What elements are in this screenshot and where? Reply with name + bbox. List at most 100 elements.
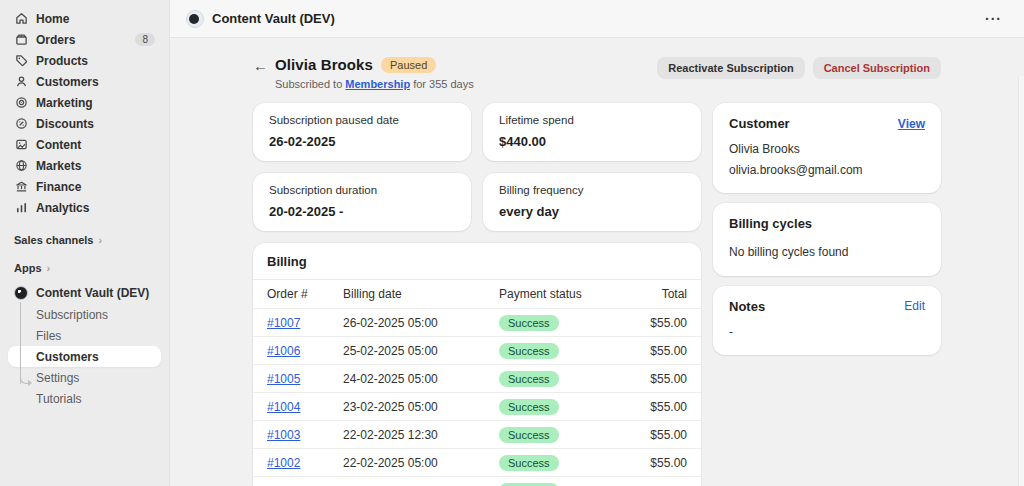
back-button[interactable]: ← <box>253 57 275 74</box>
order-total-cell: $55.00 <box>613 372 687 386</box>
right-column: Customer View Olivia Brooks olivia.brook… <box>713 103 941 486</box>
table-row: #1007 26-02-2025 05:00 Success $55.00 <box>253 308 701 336</box>
order-link[interactable]: #1004 <box>267 400 300 414</box>
sidebar-item-analytics[interactable]: Analytics <box>8 197 161 218</box>
billing-date-cell: 25-02-2025 05:00 <box>343 344 499 358</box>
app-subitem-label: Files <box>36 329 61 343</box>
customer-email: olivia.brooks@gmail.com <box>729 161 925 180</box>
sidebar-item-label: Content <box>36 138 81 152</box>
app-name-label: Content Vault (DEV) <box>36 286 149 300</box>
app-subitem-subscriptions[interactable]: Subscriptions <box>8 304 161 325</box>
page-title: Olivia Brooks <box>275 56 373 73</box>
sidebar-item-label: Finance <box>36 180 81 194</box>
customer-card-title: Customer <box>729 116 790 131</box>
order-link[interactable]: #1006 <box>267 344 300 358</box>
app-subnav: Subscriptions Files Customers Settings T… <box>0 304 169 409</box>
sidebar-item-markets[interactable]: Markets <box>8 155 161 176</box>
chevron-right-icon: › <box>47 262 51 274</box>
sidebar-item-label: Orders <box>36 33 75 47</box>
app-topbar: Content Vault (DEV) ··· <box>170 0 1024 38</box>
sales-channels-header[interactable]: Sales channels › <box>0 234 169 246</box>
table-row: #1003 22-02-2025 12:30 Success $55.00 <box>253 420 701 448</box>
app-subitem-customers[interactable]: Customers <box>8 346 161 367</box>
discounts-icon <box>14 117 28 131</box>
app-subitem-files[interactable]: Files <box>8 325 161 346</box>
payment-status-badge: Success <box>499 427 559 443</box>
cancel-subscription-button[interactable]: Cancel Subscription <box>813 57 941 79</box>
tree-line <box>20 302 21 384</box>
sidebar-item-marketing[interactable]: Marketing <box>8 92 161 113</box>
stat-label: Lifetime spend <box>499 114 685 126</box>
analytics-icon <box>14 201 28 215</box>
order-total-cell: $55.00 <box>613 456 687 470</box>
sidebar-item-discounts[interactable]: Discounts <box>8 113 161 134</box>
subscription-subtitle: Subscribed to Membership for 355 days <box>275 78 474 90</box>
sidebar-item-customers[interactable]: Customers <box>8 71 161 92</box>
sidebar-item-products[interactable]: Products <box>8 50 161 71</box>
app-subitem-tutorials[interactable]: Tutorials <box>8 388 161 409</box>
customers-icon <box>14 75 28 89</box>
page-content: ← Olivia Brooks Paused Subscribed to Mem… <box>170 38 1024 486</box>
app-subitem-label: Subscriptions <box>36 308 108 322</box>
view-customer-link[interactable]: View <box>898 117 925 131</box>
edit-notes-link[interactable]: Edit <box>904 299 925 313</box>
overflow-menu-icon[interactable]: ··· <box>979 10 1008 28</box>
order-link[interactable]: #1007 <box>267 316 300 330</box>
stat-value: $440.00 <box>499 134 685 149</box>
payment-status-badge: Success <box>499 483 559 486</box>
sidebar-item-content[interactable]: Content <box>8 134 161 155</box>
payment-status-badge: Success <box>499 371 559 387</box>
payment-status-badge: Success <box>499 399 559 415</box>
app-subitem-label: Tutorials <box>36 392 82 406</box>
sidebar-item-content-vault-dev[interactable]: Content Vault (DEV) <box>8 282 161 304</box>
sidebar: Home Orders 8 Products Customers <box>0 0 170 486</box>
sidebar-item-finance[interactable]: Finance <box>8 176 161 197</box>
header-actions: Reactivate Subscription Cancel Subscript… <box>657 57 941 79</box>
table-row: #1002 22-02-2025 05:00 Success $55.00 <box>253 448 701 476</box>
sidebar-item-orders[interactable]: Orders 8 <box>8 29 161 50</box>
stat-label: Subscription duration <box>269 184 455 196</box>
billing-table-body: #1007 26-02-2025 05:00 Success $55.00 #1… <box>253 308 701 486</box>
chevron-right-icon: › <box>99 234 103 246</box>
column-header-order: Order # <box>267 287 343 301</box>
sidebar-nav-list: Home Orders 8 Products Customers <box>0 8 169 218</box>
sidebar-item-home[interactable]: Home <box>8 8 161 29</box>
reactivate-subscription-button[interactable]: Reactivate Subscription <box>657 57 804 79</box>
billing-date-cell: 26-02-2025 05:00 <box>343 316 499 330</box>
stat-value: 26-02-2025 <box>269 134 455 149</box>
table-row: #1004 23-02-2025 05:00 Success $55.00 <box>253 392 701 420</box>
membership-link[interactable]: Membership <box>345 78 410 90</box>
apps-header[interactable]: Apps › <box>0 262 169 274</box>
page-header: ← Olivia Brooks Paused Subscribed to Mem… <box>253 56 941 90</box>
order-link[interactable]: #1005 <box>267 372 300 386</box>
billing-cycles-card: Billing cycles No billing cycles found <box>713 203 941 276</box>
order-total-cell: $55.00 <box>613 400 687 414</box>
tree-arrow-icon <box>28 380 32 386</box>
customer-card: Customer View Olivia Brooks olivia.brook… <box>713 103 941 193</box>
content-icon <box>14 138 28 152</box>
app-logo-icon <box>186 10 204 28</box>
sidebar-item-label: Markets <box>36 159 81 173</box>
orders-icon <box>14 33 28 47</box>
order-link[interactable]: #1003 <box>267 428 300 442</box>
app-subitem-label: Customers <box>36 350 99 364</box>
stat-value: 20-02-2025 - <box>269 204 455 219</box>
stat-label: Billing frequency <box>499 184 685 196</box>
notes-value: - <box>729 323 925 342</box>
notes-card: Notes Edit - <box>713 286 941 356</box>
stat-label: Subscription paused date <box>269 114 455 126</box>
billing-cycles-empty-text: No billing cycles found <box>729 243 925 262</box>
column-header-billing-date: Billing date <box>343 287 499 301</box>
scrollbar-track[interactable] <box>1018 76 1024 486</box>
order-total-cell: $55.00 <box>613 344 687 358</box>
order-total-cell: $55.00 <box>613 428 687 442</box>
table-row: #1002 21-02-2025 05:39 Success $55.00 <box>253 476 701 486</box>
billing-cycles-title: Billing cycles <box>729 216 925 231</box>
order-total-cell: $55.00 <box>613 316 687 330</box>
stat-card-subscription-duration: Subscription duration 20-02-2025 - <box>253 173 471 231</box>
sidebar-item-label: Discounts <box>36 117 94 131</box>
stat-card-billing-frequency: Billing frequency every day <box>483 173 701 231</box>
payment-status-badge: Success <box>499 315 559 331</box>
table-row: #1006 25-02-2025 05:00 Success $55.00 <box>253 336 701 364</box>
order-link[interactable]: #1002 <box>267 456 300 470</box>
